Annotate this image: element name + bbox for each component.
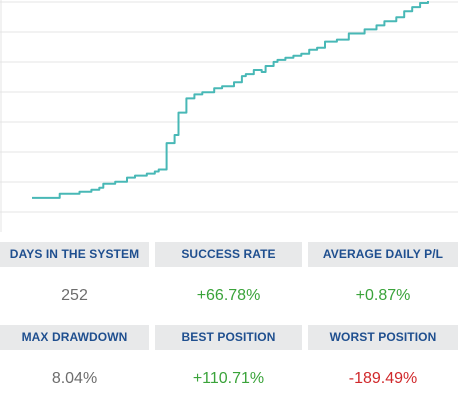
stat-label-days: DAYS IN THE SYSTEM xyxy=(0,242,149,267)
stat-label-worst-position: WORST POSITION xyxy=(308,325,458,350)
stats-panel: DAYS IN THE SYSTEM SUCCESS RATE AVERAGE … xyxy=(0,242,466,408)
stats-header-row-1: DAYS IN THE SYSTEM SUCCESS RATE AVERAGE … xyxy=(0,242,458,267)
stats-header-row-2: MAX DRAWDOWN BEST POSITION WORST POSITIO… xyxy=(0,325,458,350)
stat-value-days: 252 xyxy=(61,287,88,304)
stats-value-row-2: 8.04% +110.71% -189.49% xyxy=(0,350,458,408)
stat-value-success-rate: +66.78% xyxy=(196,287,261,304)
stat-label-success-rate: SUCCESS RATE xyxy=(155,242,302,267)
stat-label-best-position: BEST POSITION xyxy=(155,325,302,350)
stat-value-max-drawdown: 8.04% xyxy=(51,370,98,387)
stat-value-best-position: +110.71% xyxy=(192,370,265,387)
equity-chart xyxy=(0,0,458,232)
stats-value-row-1: 252 +66.78% +0.87% xyxy=(0,267,458,325)
equity-line xyxy=(32,1,429,199)
stat-label-avg-daily-pl: AVERAGE DAILY P/L xyxy=(308,242,458,267)
stat-value-avg-daily-pl: +0.87% xyxy=(355,287,411,304)
stat-value-worst-position: -189.49% xyxy=(348,370,418,387)
equity-chart-svg xyxy=(0,0,458,232)
stat-label-max-drawdown: MAX DRAWDOWN xyxy=(0,325,149,350)
